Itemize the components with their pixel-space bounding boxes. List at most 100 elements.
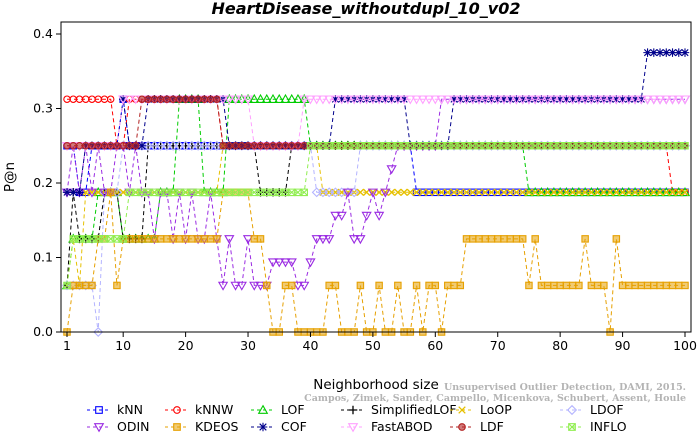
data-point bbox=[356, 281, 365, 290]
data-point bbox=[280, 93, 291, 103]
data-point bbox=[69, 188, 78, 197]
data-point bbox=[150, 235, 159, 243]
data-point bbox=[650, 188, 658, 196]
data-point bbox=[568, 94, 577, 104]
data-point bbox=[213, 95, 221, 103]
data-point bbox=[631, 188, 639, 196]
legend-item-simplifiedlof: SimplifiedLOF bbox=[341, 402, 457, 417]
data-point bbox=[99, 188, 110, 198]
data-point bbox=[269, 142, 277, 150]
data-point bbox=[292, 281, 304, 291]
data-point bbox=[249, 281, 260, 291]
data-point bbox=[587, 281, 596, 290]
data-point bbox=[81, 281, 90, 290]
data-point bbox=[600, 188, 608, 196]
y-tick-label: 0.3 bbox=[33, 101, 53, 116]
series-line bbox=[66, 145, 685, 286]
data-point bbox=[219, 142, 227, 150]
data-point bbox=[629, 95, 641, 105]
data-point bbox=[662, 281, 671, 290]
data-point bbox=[661, 95, 672, 105]
data-point bbox=[668, 281, 677, 290]
data-point bbox=[600, 281, 608, 290]
data-point bbox=[263, 281, 271, 290]
chart-title: HeartDisease_withoutdupl_10_v02 bbox=[212, 0, 521, 18]
data-point bbox=[423, 95, 435, 105]
data-point bbox=[200, 235, 209, 243]
data-point bbox=[88, 142, 96, 150]
x-tick-label: 60 bbox=[427, 338, 443, 353]
data-point bbox=[436, 95, 447, 105]
data-point bbox=[175, 235, 184, 243]
data-point bbox=[456, 94, 465, 104]
data-point bbox=[242, 95, 254, 105]
data-point bbox=[69, 142, 77, 150]
data-point bbox=[125, 235, 134, 243]
data-point bbox=[274, 93, 285, 103]
data-point bbox=[386, 165, 397, 175]
data-point bbox=[593, 281, 602, 290]
legend-label: INFLO bbox=[590, 419, 627, 434]
data-point bbox=[200, 95, 209, 103]
legend-swatch-marker bbox=[566, 404, 578, 416]
data-point bbox=[506, 188, 514, 196]
legend-item-ldf: LDF bbox=[450, 419, 504, 434]
legend-label: LDOF bbox=[590, 402, 624, 417]
data-point bbox=[530, 95, 541, 105]
data-point bbox=[106, 188, 115, 197]
data-point bbox=[550, 281, 558, 290]
data-point bbox=[267, 93, 279, 103]
legend-item-knnw: kNNW bbox=[165, 402, 233, 417]
data-point bbox=[406, 188, 414, 196]
data-point bbox=[512, 235, 521, 243]
legend-item-loop: LoOP bbox=[450, 402, 512, 417]
data-point bbox=[119, 235, 127, 243]
series-layer bbox=[61, 48, 691, 337]
data-point bbox=[500, 188, 508, 196]
data-point bbox=[250, 142, 259, 150]
data-point bbox=[206, 235, 215, 243]
legend-label: SimplifiedLOF bbox=[371, 402, 457, 417]
legend-swatch-marker bbox=[173, 423, 181, 431]
data-point bbox=[544, 188, 552, 196]
data-point bbox=[461, 95, 472, 105]
legend-label: LDF bbox=[480, 419, 504, 434]
data-point bbox=[231, 142, 240, 150]
data-point bbox=[656, 281, 664, 290]
data-point bbox=[625, 281, 633, 290]
data-point bbox=[330, 95, 341, 105]
data-point bbox=[455, 95, 466, 105]
data-point bbox=[649, 48, 658, 57]
data-point bbox=[630, 94, 640, 104]
data-point bbox=[487, 188, 496, 196]
data-point bbox=[144, 95, 152, 103]
data-point bbox=[667, 95, 678, 105]
data-point bbox=[355, 95, 366, 105]
x-tick-label: 70 bbox=[490, 338, 506, 353]
data-point bbox=[506, 235, 514, 243]
series-simplifiedlof bbox=[62, 141, 690, 290]
data-point bbox=[442, 95, 453, 105]
y-tick-label: 0.2 bbox=[33, 175, 53, 190]
legend-item-kdeos: KDEOS bbox=[165, 419, 239, 434]
x-tick-label: 30 bbox=[240, 338, 256, 353]
data-point bbox=[381, 94, 390, 104]
series-kdeos bbox=[63, 188, 689, 336]
data-point bbox=[493, 235, 502, 243]
data-point bbox=[281, 142, 290, 150]
data-point bbox=[331, 281, 340, 290]
data-point bbox=[163, 95, 171, 103]
data-point bbox=[593, 188, 602, 196]
data-point bbox=[88, 281, 96, 290]
data-point bbox=[156, 235, 165, 243]
series-line bbox=[66, 145, 685, 286]
data-point bbox=[356, 188, 365, 196]
data-point bbox=[581, 188, 589, 196]
data-point bbox=[680, 48, 690, 57]
data-point bbox=[561, 95, 572, 105]
data-point bbox=[106, 142, 115, 150]
data-point bbox=[587, 188, 596, 196]
legend-item-odin: ODIN bbox=[87, 419, 150, 434]
data-point bbox=[236, 95, 247, 105]
data-point bbox=[131, 142, 140, 150]
